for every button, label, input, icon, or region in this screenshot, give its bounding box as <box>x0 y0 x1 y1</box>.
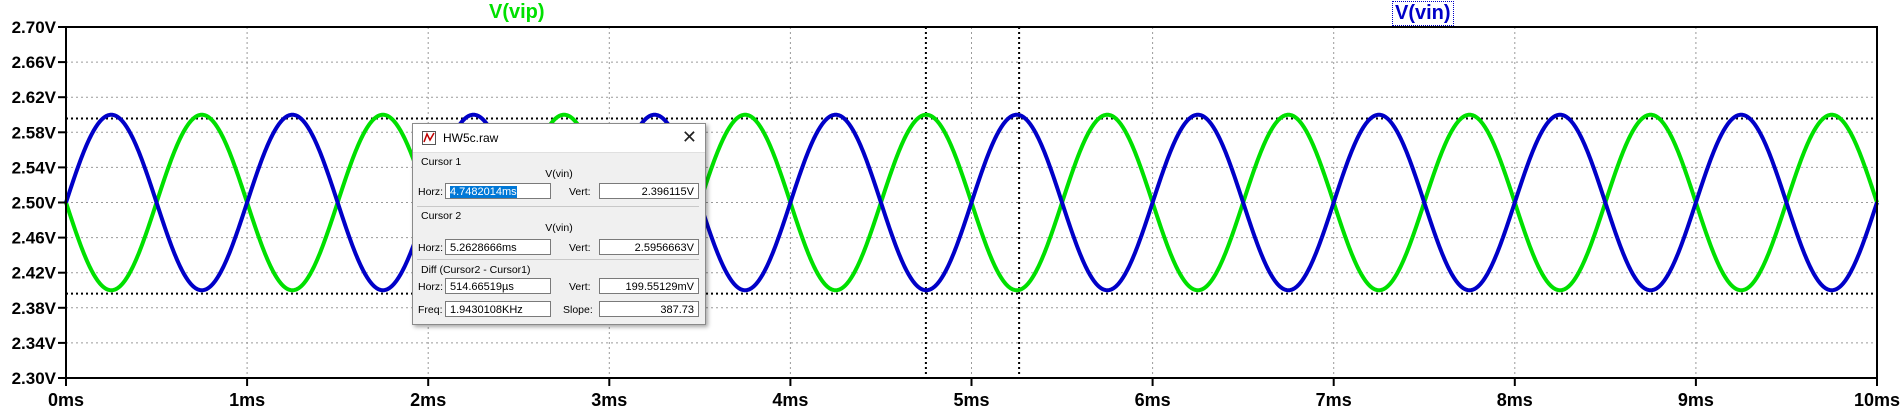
y-tick-label: 2.30V <box>12 369 57 388</box>
cursor1-trace: V(vin) <box>545 168 573 180</box>
close-icon[interactable]: ✕ <box>681 127 697 147</box>
ltspice-app-icon <box>422 131 436 145</box>
cursor-readout-dialog[interactable]: HW5c.raw ✕ Cursor 1 V(vin) Horz: 4.74820… <box>412 123 706 325</box>
cursor2-vert-field[interactable]: 2.5956663V <box>599 239 699 255</box>
cursor2-trace: V(vin) <box>545 222 573 234</box>
y-tick-label: 2.62V <box>12 88 57 107</box>
dialog-title: HW5c.raw <box>443 131 499 145</box>
y-tick-label: 2.34V <box>12 334 57 353</box>
cursor-lines[interactable] <box>66 27 1877 378</box>
freq-label: Freq: <box>418 304 443 316</box>
x-tick-label: 8ms <box>1497 390 1533 410</box>
x-tick-label: 3ms <box>591 390 627 410</box>
cursor1-horz-field[interactable]: 4.7482014ms <box>445 183 551 199</box>
diff-vert-field[interactable]: 199.55129mV <box>599 278 699 294</box>
trace-vvin <box>64 112 1879 293</box>
y-tick-label: 2.38V <box>12 299 57 318</box>
cursor2-vert-label: Vert: <box>569 242 591 254</box>
y-tick-label: 2.46V <box>12 229 57 248</box>
x-tick-label: 5ms <box>953 390 989 410</box>
cursor1-vert-label: Vert: <box>569 186 591 198</box>
y-tick-label: 2.66V <box>12 53 57 72</box>
cursor2-horz-field[interactable]: 5.2628666ms <box>445 239 551 255</box>
x-tick-label: 10ms <box>1854 390 1900 410</box>
x-tick-label: 1ms <box>229 390 265 410</box>
diff-label: Diff (Cursor2 - Cursor1) <box>421 264 531 276</box>
x-tick-label: 0ms <box>48 390 84 410</box>
y-tick-label: 2.58V <box>12 123 57 142</box>
x-tick-label: 7ms <box>1316 390 1352 410</box>
x-tick-label: 4ms <box>772 390 808 410</box>
slope-label: Slope: <box>563 304 593 316</box>
dialog-titlebar[interactable]: HW5c.raw ✕ <box>413 124 705 153</box>
cursor2-label: Cursor 2 <box>421 210 462 222</box>
divider <box>417 259 699 260</box>
legend-vip[interactable]: V(vip) <box>489 1 545 23</box>
cursor1-vert-field[interactable]: 2.396115V <box>599 183 699 199</box>
diff-horz-field[interactable]: 514.66519µs <box>445 278 551 294</box>
cursor1-horz-label: Horz: <box>418 186 444 198</box>
divider <box>417 206 699 207</box>
cursor2-horz-label: Horz: <box>418 242 444 254</box>
legend-vin[interactable]: V(vin) <box>1392 1 1454 26</box>
diff-horz-label: Horz: <box>418 281 444 293</box>
x-tick-label: 6ms <box>1135 390 1171 410</box>
x-axis-ticks: 0ms 1ms 2ms 3ms 4ms 5ms 6ms 7ms 8ms 9ms 10ms <box>48 378 1900 410</box>
x-tick-label: 2ms <box>410 390 446 410</box>
y-axis-ticks: 2.30V 2.34V 2.38V 2.42V 2.46V 2.50V 2.54V 2.58V… <box>12 18 66 388</box>
diff-vert-label: Vert: <box>569 281 591 293</box>
y-tick-label: 2.50V <box>12 194 57 213</box>
traces <box>64 112 1879 293</box>
cursor1-label: Cursor 1 <box>421 156 462 168</box>
y-tick-label: 2.70V <box>12 18 57 37</box>
slope-field[interactable]: 387.73 <box>599 301 699 317</box>
x-tick-label: 9ms <box>1678 390 1714 410</box>
y-tick-label: 2.54V <box>12 158 57 177</box>
y-tick-label: 2.42V <box>12 264 57 283</box>
freq-field[interactable]: 1.9430108KHz <box>445 301 551 317</box>
